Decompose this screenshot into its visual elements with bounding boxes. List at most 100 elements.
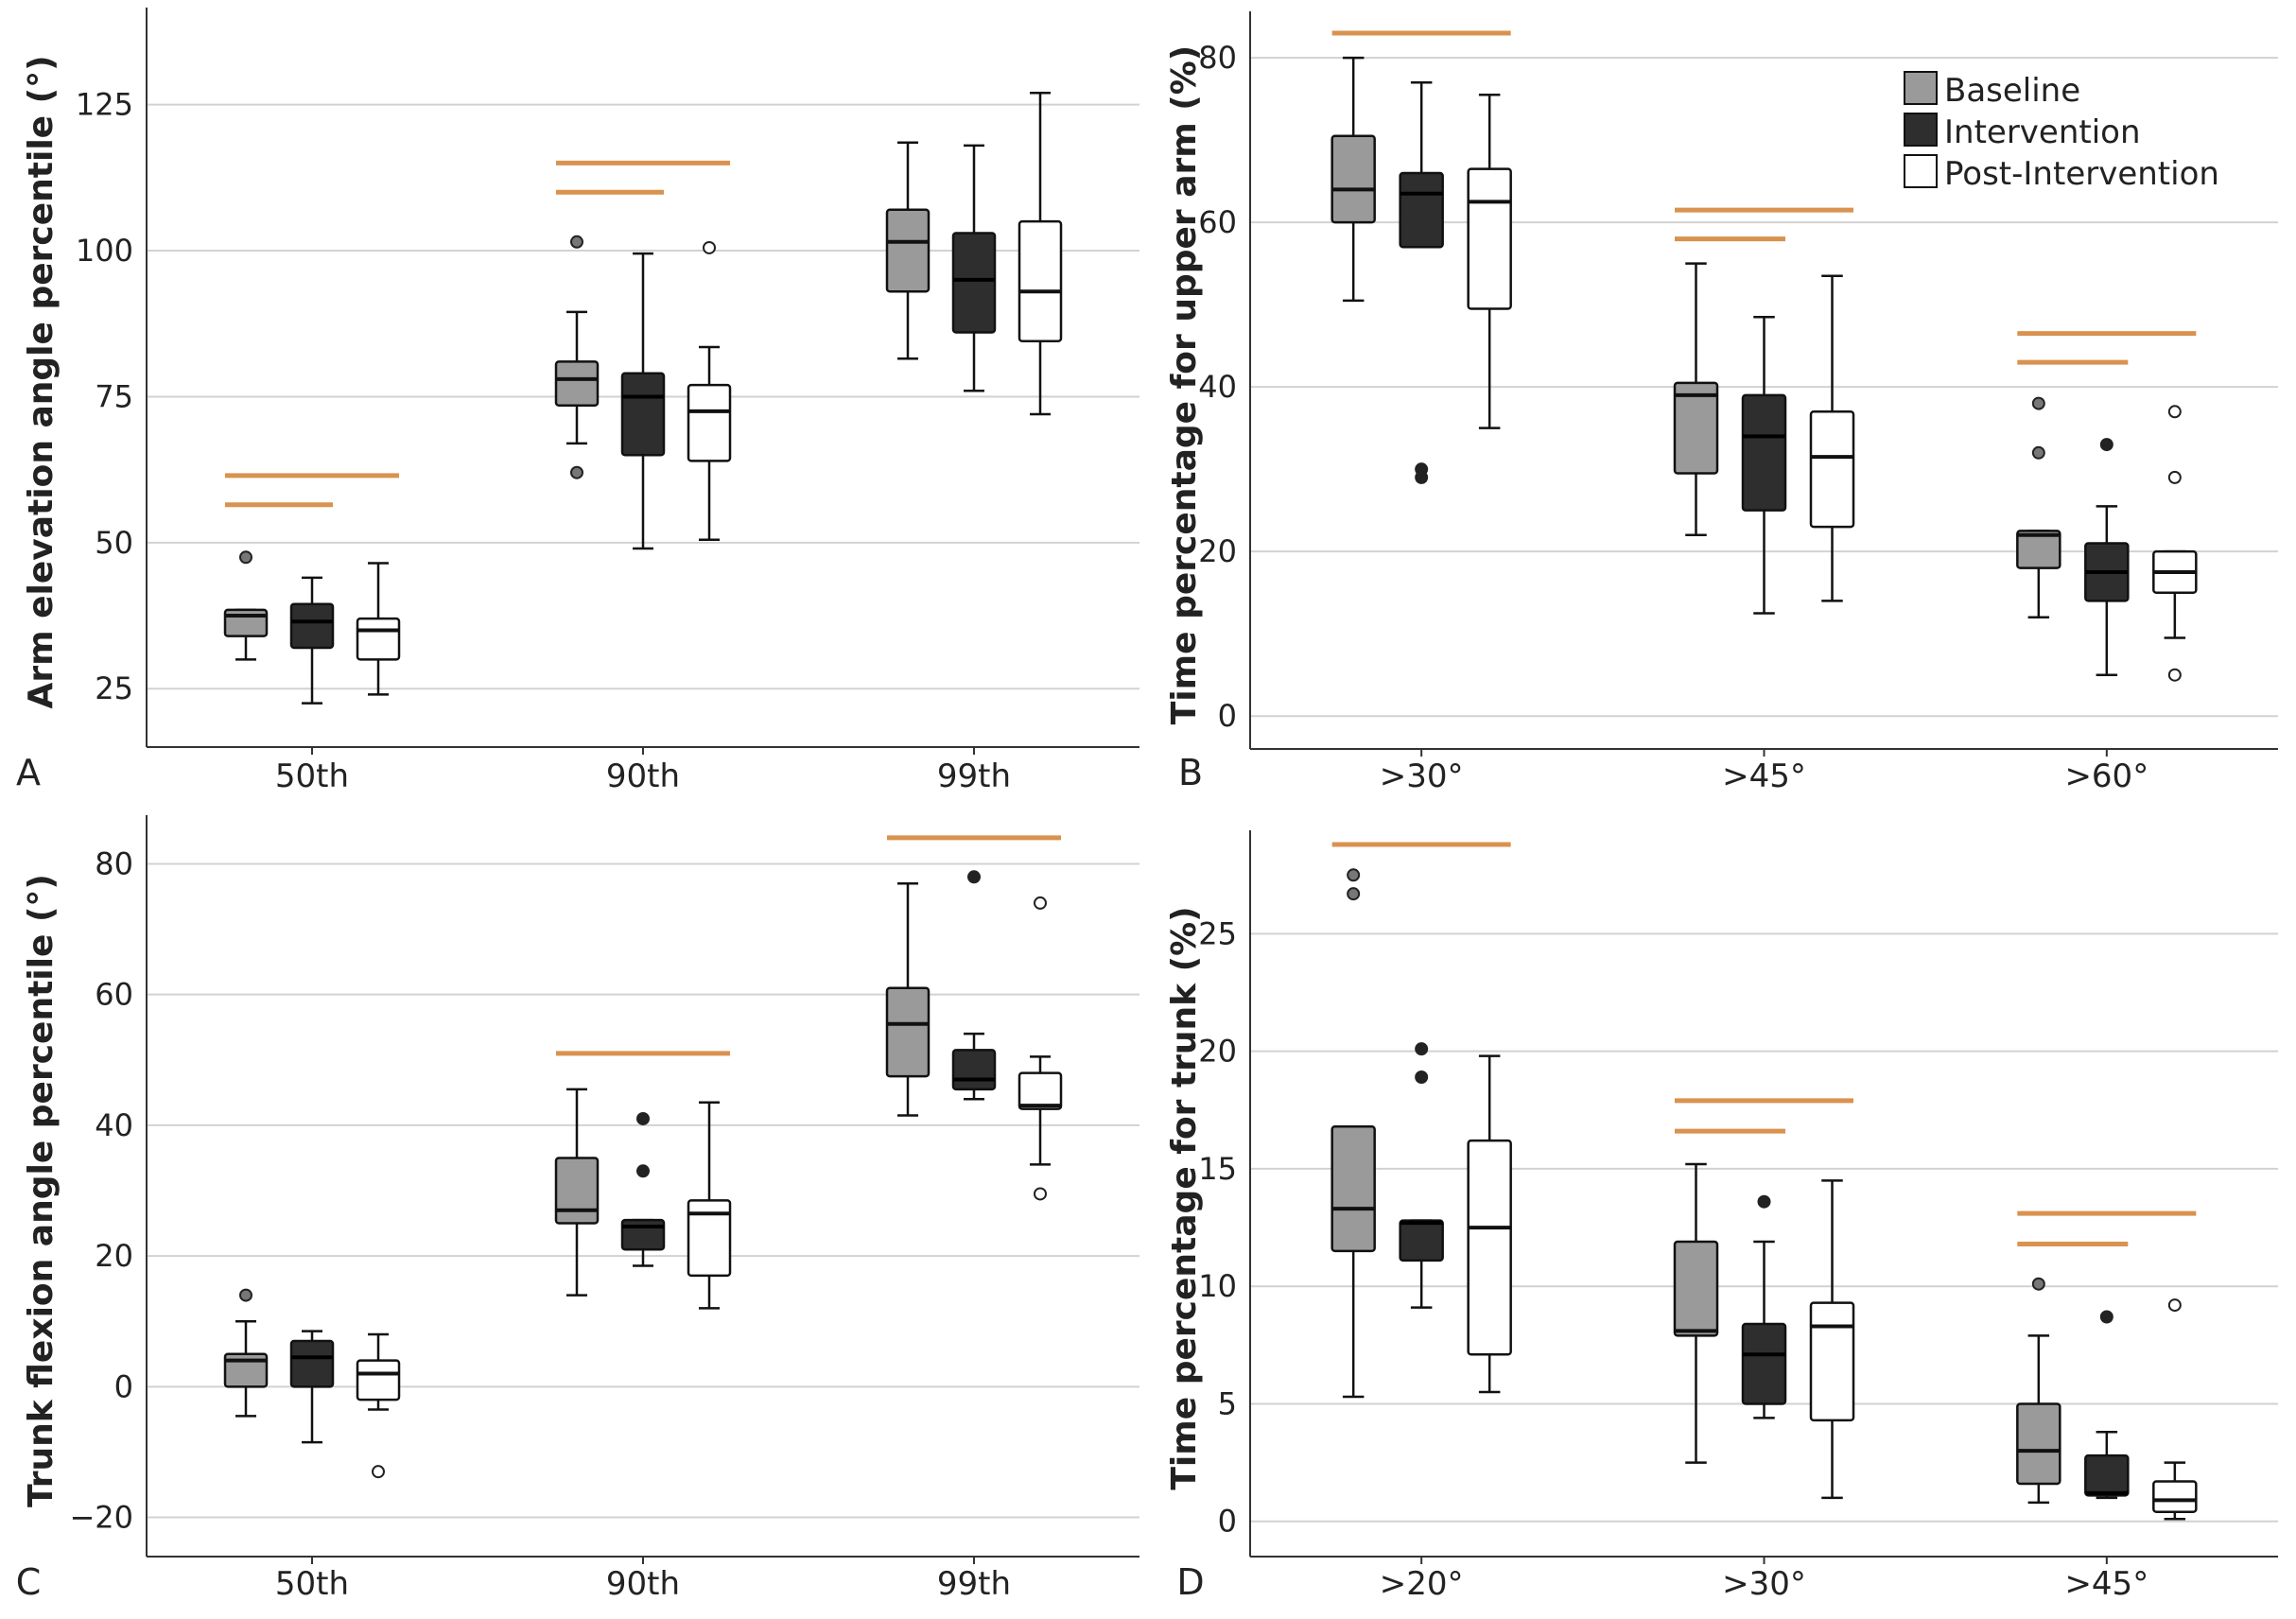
panel-b: 0 20 40 60 80 >30° >45° >60° Time percentage for…: [1148, 0, 2296, 810]
box-intervention: [1399, 81, 1444, 484]
legend-label: Intervention: [1944, 113, 2141, 151]
outlier-point: [239, 1288, 252, 1302]
box-intervention: [1399, 1042, 1444, 1309]
panel-c: −20 0 20 40 60 80 50th 90th 99th Trunk flexion an…: [0, 810, 1148, 1619]
y-tick-label: 25: [1198, 915, 1237, 951]
y-axis-title: Time percentage for trunk (%): [1165, 906, 1204, 1489]
y-tick-label: 15: [1198, 1151, 1237, 1187]
y-tick-label: 40: [1198, 369, 1237, 405]
box-body: [1673, 381, 1719, 475]
outlier-point: [2099, 1310, 2113, 1324]
outlier-point: [1347, 887, 1361, 901]
box-baseline: [885, 141, 931, 360]
panel-letter: D: [1176, 1561, 1204, 1603]
category-label: >30°: [1380, 757, 1464, 795]
box-baseline: [554, 235, 600, 479]
y-tick-label: 5: [1218, 1385, 1237, 1421]
y-tick-label: 50: [95, 525, 133, 561]
legend-label: Baseline: [1944, 72, 2080, 110]
box-baseline: [1673, 262, 1719, 537]
box-body: [2152, 1480, 2198, 1514]
box-body: [885, 986, 931, 1078]
box-body: [1018, 1071, 1063, 1110]
category-label: >30°: [1722, 1565, 1806, 1603]
box-body: [2084, 1454, 2130, 1497]
y-tick-label: 60: [95, 977, 133, 1013]
box-post-intervention: [1018, 896, 1063, 1201]
outlier-point: [1347, 868, 1361, 882]
category-label: 50th: [275, 1565, 349, 1603]
y-tick-label: 125: [76, 87, 133, 123]
box-body: [620, 1218, 666, 1251]
box-intervention: [1741, 1194, 1787, 1419]
box-body: [1467, 167, 1512, 310]
outlier-point: [967, 870, 981, 884]
box-post-intervention: [356, 1332, 401, 1479]
box-body: [1741, 393, 1787, 512]
box-body: [1331, 134, 1376, 224]
box-intervention: [1741, 315, 1787, 615]
outlier-point: [2099, 438, 2113, 452]
y-tick-label: 80: [1198, 40, 1237, 76]
chart-svg: 0 20 40 60 80 >30° >45° >60° Time percentage for…: [1165, 11, 2278, 795]
box-baseline: [1673, 1162, 1719, 1464]
y-tick-label: 20: [1198, 533, 1237, 569]
box-intervention: [2084, 438, 2130, 676]
box-intervention: [620, 252, 666, 550]
panel-d: 0 5 10 15 20 25 >20° >30° >45° Time percentage fo…: [1148, 810, 2296, 1619]
chart-svg: 0 5 10 15 20 25 >20° >30° >45° Time percentage fo…: [1165, 830, 2278, 1603]
box-baseline: [885, 881, 931, 1117]
box-post-intervention: [2152, 1298, 2198, 1521]
category-label: >45°: [2064, 1565, 2148, 1603]
box-intervention: [2084, 1310, 2130, 1500]
legend-label: Post-Intervention: [1944, 155, 2219, 193]
outlier-point: [2031, 396, 2045, 410]
outlier-point: [636, 1164, 650, 1178]
box-body: [1018, 219, 1063, 343]
outlier-point: [703, 240, 716, 254]
box-baseline: [1331, 56, 1376, 303]
box-post-intervention: [1809, 274, 1855, 602]
outlier-point: [2167, 668, 2182, 682]
box-baseline: [554, 1088, 600, 1297]
y-axis-title: Time percentage for upper arm (%): [1165, 45, 1204, 725]
outlier-point: [2031, 445, 2045, 460]
box-body: [1809, 410, 1855, 529]
box-baseline: [223, 550, 269, 661]
box-post-intervention: [687, 1101, 732, 1310]
legend-swatch: [1904, 154, 1938, 188]
y-tick-label: 0: [114, 1368, 133, 1404]
box-body: [289, 602, 335, 650]
box-intervention: [951, 870, 997, 1101]
box-body: [356, 1359, 401, 1401]
box-body: [2016, 1402, 2061, 1486]
y-axis-title: Trunk flexion angle percentile (°): [22, 874, 61, 1507]
box-intervention: [951, 144, 997, 392]
category-label: >20°: [1380, 1565, 1464, 1603]
box-body: [951, 232, 997, 334]
category-label: >45°: [1722, 757, 1806, 795]
outlier-point: [2031, 1277, 2045, 1291]
y-tick-label: 25: [95, 670, 133, 706]
box-post-intervention: [687, 240, 732, 542]
outlier-point: [372, 1465, 385, 1479]
box-body: [1467, 1139, 1512, 1356]
box-body: [885, 208, 931, 293]
outlier-point: [636, 1111, 650, 1125]
box-post-intervention: [2152, 405, 2198, 682]
outlier-point: [2167, 405, 2182, 419]
y-tick-label: 0: [1218, 698, 1237, 734]
box-body: [687, 1199, 732, 1278]
box-body: [687, 383, 732, 462]
box-body: [1399, 1219, 1444, 1262]
box-body: [1331, 1124, 1376, 1253]
box-body: [951, 1049, 997, 1091]
box-post-intervention: [1018, 92, 1063, 416]
box-body: [1673, 1240, 1719, 1337]
box-body: [554, 360, 600, 407]
box-body: [356, 617, 401, 661]
box-baseline: [2016, 396, 2061, 619]
y-axis-title: Arm elevation angle percentile (°): [22, 55, 61, 708]
box-body: [1741, 1322, 1787, 1405]
